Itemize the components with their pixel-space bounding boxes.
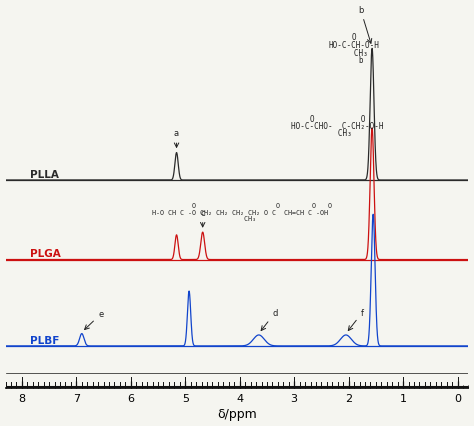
Text: O                    O        O   O: O O O O <box>148 202 332 208</box>
Text: HO-C-CH-O-H: HO-C-CH-O-H <box>328 40 380 50</box>
Text: CH₃: CH₃ <box>340 49 368 58</box>
Text: b: b <box>345 56 364 65</box>
Text: f: f <box>348 308 364 331</box>
Text: CH₃: CH₃ <box>224 216 255 222</box>
Text: PLBF: PLBF <box>30 335 59 345</box>
Text: b: b <box>358 6 372 44</box>
Text: c: c <box>201 209 205 227</box>
Text: CH₃: CH₃ <box>324 128 352 137</box>
Text: d: d <box>261 308 278 331</box>
Text: a: a <box>174 129 179 148</box>
Text: PLGA: PLGA <box>30 249 61 259</box>
Text: PLLA: PLLA <box>30 169 59 179</box>
Text: H-O CH C -O CH₂ CH₂ CH₂ CH₂ O C  CH=CH C -OH: H-O CH C -O CH₂ CH₂ CH₂ CH₂ O C CH=CH C … <box>152 209 328 215</box>
Text: HO-C-CHO-  C-CH₂-O-H: HO-C-CHO- C-CH₂-O-H <box>292 121 384 130</box>
Text: O: O <box>352 32 356 41</box>
Text: O          O: O O <box>310 115 365 124</box>
X-axis label: δ/ppm: δ/ppm <box>217 408 257 420</box>
Text: e: e <box>84 310 103 330</box>
